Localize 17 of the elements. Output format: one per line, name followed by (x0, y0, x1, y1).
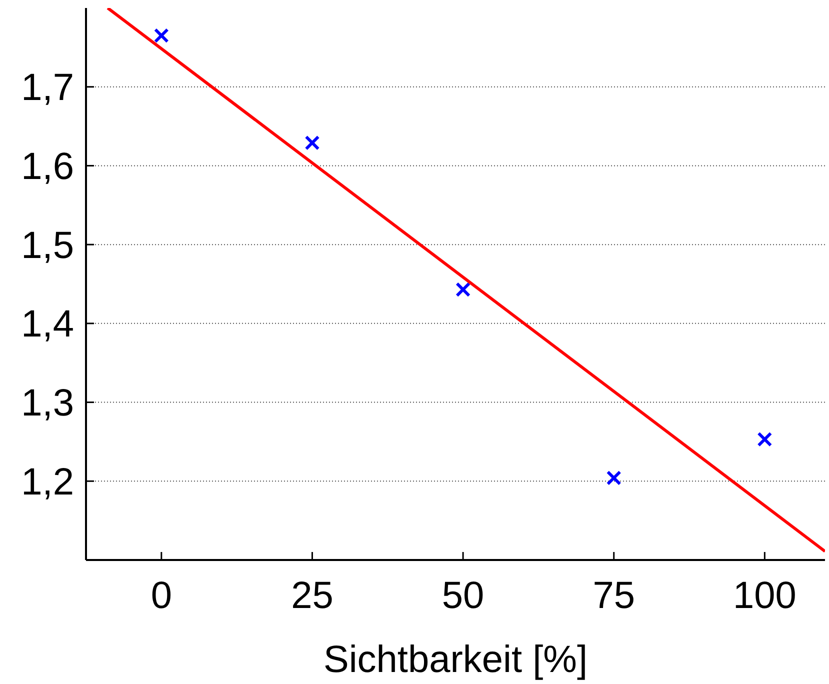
point (304, 135, 320, 150)
x-tick-label: 25 (291, 575, 334, 617)
x-tick-label: 0 (150, 575, 172, 617)
x-tick-label: 100 (732, 575, 796, 617)
y-tick-label: 1,7 (21, 67, 74, 110)
y-tick-label: 1,4 (21, 304, 74, 346)
y-tick-label: 1,5 (21, 224, 74, 267)
x-tick-label: 75 (592, 575, 635, 617)
y-tick-label: 1,2 (21, 461, 74, 504)
point (757, 432, 772, 447)
y-tick-label: 1,3 (21, 382, 74, 425)
point (606, 470, 622, 486)
point (154, 28, 169, 44)
x-axis-title: Sichtbarkeit [%] (324, 639, 588, 681)
y-tick-label: 1,6 (21, 146, 74, 188)
point (456, 282, 471, 298)
x-tick-label: 50 (442, 575, 484, 617)
